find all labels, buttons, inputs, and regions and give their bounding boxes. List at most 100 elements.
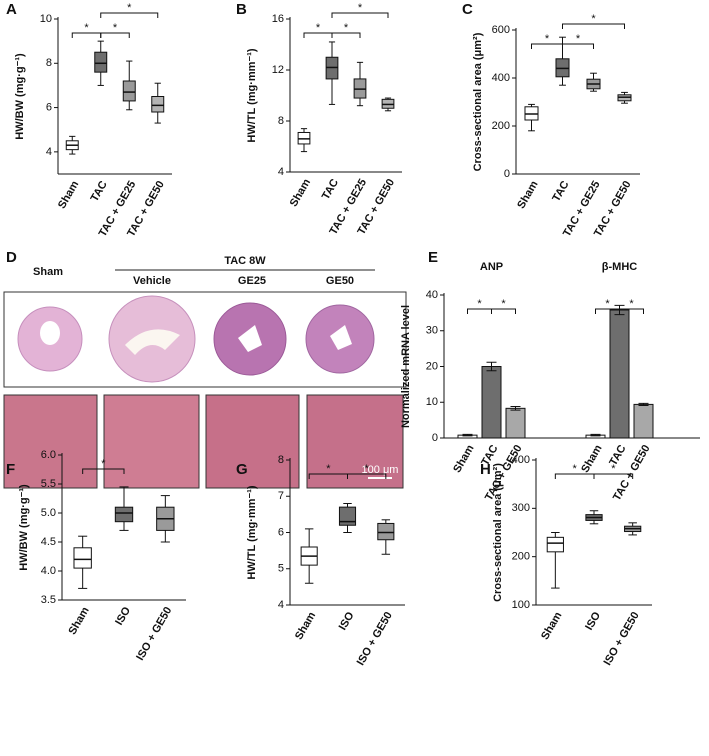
y-axis-label: Normalized mRNA level [400, 305, 412, 428]
panel-d: D Sham TAC 8W Vehicle GE25 GE50 100 μm [3, 249, 407, 489]
significance-label: * [501, 298, 506, 310]
y-tick-label: 200 [492, 120, 510, 132]
y-tick-label: 0 [432, 432, 438, 444]
significance-bracket [82, 468, 125, 474]
ventricle [238, 325, 262, 352]
significance-label: * [84, 22, 89, 34]
x-tick-label: ISO + GE50 [134, 605, 174, 663]
y-tick-label: 300 [512, 502, 530, 514]
y-tick-label: 4 [278, 166, 284, 178]
y-tick-label: 8 [278, 115, 284, 127]
y-tick-label: 4.0 [41, 565, 56, 577]
y-tick-label: 6 [46, 101, 52, 113]
significance-bracket [100, 12, 159, 18]
panel-letter: E [428, 249, 438, 266]
y-axis-label: Cross-sectional area (μm²) [472, 32, 484, 171]
x-tick-label: Sham [515, 179, 540, 211]
significance-label: * [326, 463, 331, 475]
significance-label: * [605, 298, 610, 310]
column-label: Sham [33, 266, 63, 278]
chart-panel: 0 200 400 600 Cross-sectional area (μm²) C Sha… [462, 1, 640, 239]
y-tick-label: 5 [278, 563, 284, 575]
error-bar [510, 406, 521, 411]
y-tick-label: 4 [46, 146, 52, 158]
y-tick-label: 400 [492, 72, 510, 84]
significance-label: * [316, 22, 321, 34]
y-tick-label: 8 [278, 454, 284, 466]
significance-label: * [611, 463, 616, 475]
y-tick-label: 400 [512, 454, 530, 466]
box [338, 506, 357, 526]
y-tick-label: 3.5 [41, 594, 56, 606]
significance-bracket [619, 308, 644, 314]
significance-label: * [629, 298, 634, 310]
tile [205, 394, 300, 489]
y-tick-label: 6 [278, 526, 284, 538]
x-tick-label: Sham [539, 610, 564, 642]
significance-bracket [100, 32, 130, 38]
y-tick-label: 16 [272, 13, 284, 25]
y-tick-label: 40 [426, 289, 438, 301]
significance-bracket [331, 12, 389, 18]
significance-bracket [562, 43, 594, 49]
significance-label: * [576, 33, 581, 45]
x-tick-label: ISO [113, 605, 133, 628]
y-tick-label: 5.5 [41, 478, 56, 490]
bar [609, 309, 630, 439]
significance-label: * [545, 33, 550, 45]
column-label: Vehicle [133, 275, 171, 287]
y-tick-label: 10 [40, 13, 52, 25]
significance-label: * [591, 13, 596, 25]
bar [481, 366, 502, 439]
ventricle [40, 321, 60, 345]
group-title: ANP [480, 261, 503, 273]
y-tick-label: 0 [504, 168, 510, 180]
heart-sections [17, 295, 375, 383]
error-bar [486, 361, 497, 372]
error-bar [590, 433, 601, 437]
significance-label: * [573, 463, 578, 475]
y-tick-label: 12 [272, 64, 284, 76]
x-tick-label: TAC [550, 179, 571, 204]
panel-letter: B [236, 1, 247, 18]
box [377, 522, 395, 541]
significance-label: * [101, 458, 106, 470]
y-tick-label: 7 [278, 490, 284, 502]
significance-label: * [365, 463, 370, 475]
significance-bracket [347, 473, 387, 479]
group-label: TAC 8W [224, 255, 266, 267]
box [122, 80, 136, 102]
tile [103, 394, 200, 489]
column-label: GE50 [326, 275, 354, 287]
bar [505, 407, 526, 439]
significance-label: * [477, 298, 482, 310]
y-tick-label: 5.0 [41, 507, 56, 519]
y-tick-label: 4 [278, 599, 284, 611]
x-tick-label: ISO [583, 610, 603, 633]
panel-letter: F [6, 461, 15, 478]
panel-letter: C [462, 1, 473, 18]
x-tick-label: Sham [293, 610, 318, 642]
y-tick-label: 10 [426, 396, 438, 408]
y-axis-label: HW/TL (mg·mm⁻¹) [246, 48, 258, 143]
y-axis-label: HW/BW (mg·g⁻¹) [14, 53, 26, 140]
panel-letter: H [480, 461, 491, 478]
panel-letter: D [6, 249, 17, 266]
significance-bracket [593, 473, 634, 479]
ventricle [330, 325, 352, 350]
y-tick-label: 200 [512, 551, 530, 563]
y-tick-label: 4.5 [41, 536, 56, 548]
x-tick-label: Sham [451, 443, 476, 475]
x-tick-label: Sham [56, 179, 81, 211]
x-tick-label: Sham [66, 605, 91, 637]
error-bar [462, 433, 473, 437]
bar [633, 403, 654, 439]
y-tick-label: 8 [46, 57, 52, 69]
group-title: β-MHC [602, 261, 637, 273]
y-tick-label: 600 [492, 24, 510, 36]
error-bar [638, 402, 649, 406]
